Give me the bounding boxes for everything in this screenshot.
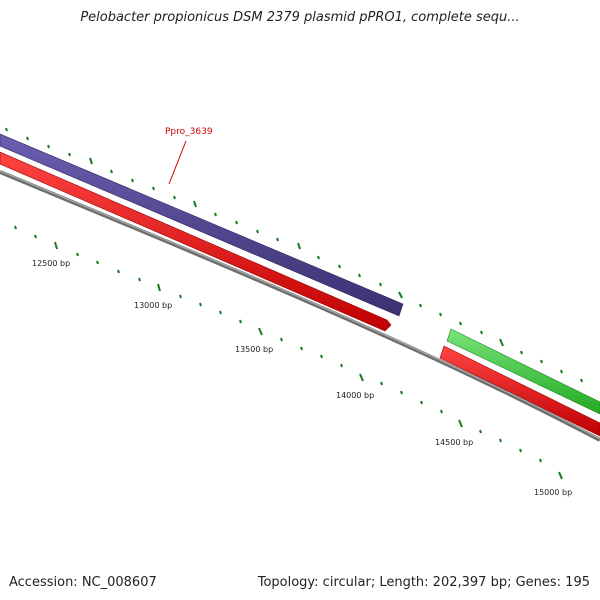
map-title: Pelobacter propionicus DSM 2379 plasmid … xyxy=(80,10,520,25)
accession-text: Accession: NC_008607 xyxy=(9,575,157,590)
inner-tick-row xyxy=(14,225,563,480)
gene-track xyxy=(0,133,600,442)
bp-label: 13000 bp xyxy=(134,301,172,310)
gene-red-left[interactable] xyxy=(0,151,392,332)
bp-label: 14500 bp xyxy=(435,438,473,447)
gene-ppro-3639[interactable] xyxy=(0,133,404,317)
bp-label: 14000 bp xyxy=(336,391,374,400)
gene-label: Ppro_3639 xyxy=(165,127,213,137)
outer-tick-row xyxy=(5,127,583,383)
bp-label: 15000 bp xyxy=(534,488,572,497)
gene-red-right[interactable] xyxy=(439,345,600,437)
gene-green-right[interactable] xyxy=(446,328,600,415)
topology-summary: Topology: circular; Length: 202,397 bp; … xyxy=(257,575,590,590)
gene-label-pointer xyxy=(168,140,187,185)
plasmid-backbone xyxy=(0,170,600,442)
bp-label: 12500 bp xyxy=(32,259,70,268)
bp-label-group: 12500 bp 13000 bp 13500 bp 14000 bp 1450… xyxy=(32,259,572,497)
bp-label: 13500 bp xyxy=(235,345,273,354)
